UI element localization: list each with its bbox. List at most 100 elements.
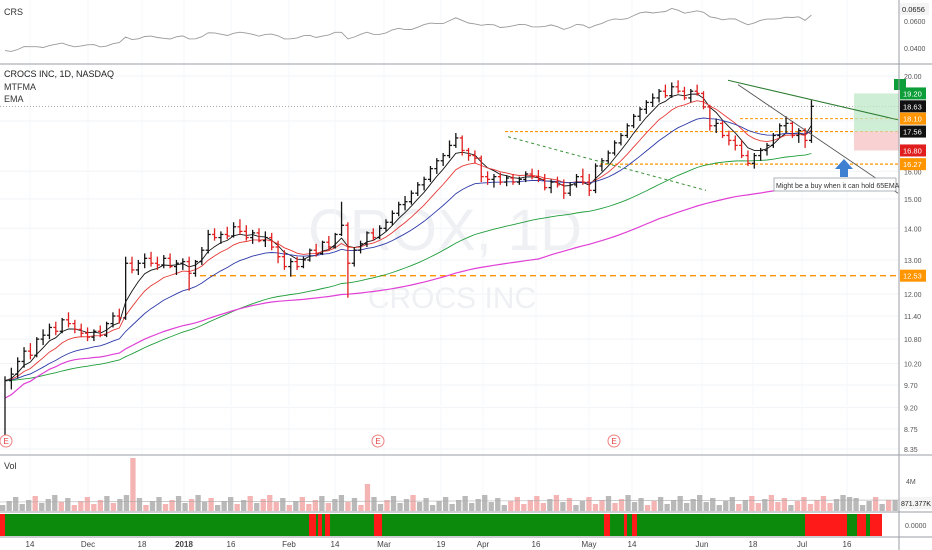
candle bbox=[707, 104, 713, 131]
price-label-badge: 17.56 bbox=[900, 125, 926, 138]
candle bbox=[148, 251, 154, 267]
volume-bar bbox=[618, 499, 625, 511]
earnings-marker[interactable]: E bbox=[607, 434, 621, 448]
candle bbox=[491, 173, 497, 188]
time-tick-label: Jul bbox=[797, 540, 807, 549]
candle bbox=[396, 201, 402, 217]
trend-strip-panel: 0.0000 bbox=[0, 514, 927, 536]
candle bbox=[427, 165, 433, 183]
volume-bar bbox=[807, 504, 814, 511]
time-tick-label: 14 bbox=[628, 540, 637, 549]
note-text: Might be a buy when it can hold 65EMA bbox=[776, 183, 900, 190]
candle bbox=[637, 106, 643, 121]
volume-bar bbox=[286, 505, 292, 511]
earnings-marker[interactable]: E bbox=[371, 434, 385, 448]
volume-bar bbox=[377, 504, 384, 511]
volume-last-bg bbox=[900, 497, 932, 509]
volume-bar bbox=[384, 500, 390, 511]
price-label-bg bbox=[900, 125, 926, 138]
trend-line bbox=[727, 79, 899, 121]
volume-bar bbox=[358, 505, 364, 511]
candle bbox=[440, 153, 446, 166]
trend-strip-segment bbox=[604, 514, 610, 536]
candle bbox=[516, 176, 522, 185]
volume-bar bbox=[729, 497, 735, 511]
volume-bar bbox=[768, 495, 775, 511]
trend-strip-bg bbox=[0, 514, 881, 536]
volume-bar bbox=[195, 495, 201, 511]
candle bbox=[631, 113, 637, 129]
price-tick-label: 10.20 bbox=[904, 362, 922, 369]
volume-bar bbox=[736, 504, 742, 511]
candle bbox=[643, 100, 649, 114]
volume-bar bbox=[710, 498, 716, 511]
price-label-badge: 18.10 bbox=[900, 112, 926, 125]
trend-strip-segment bbox=[309, 514, 316, 536]
price-label-bg bbox=[900, 144, 926, 157]
volume-bar bbox=[273, 502, 279, 511]
volume-bar bbox=[820, 496, 827, 511]
volume-bar bbox=[566, 498, 573, 511]
candle bbox=[8, 367, 14, 390]
candle bbox=[173, 259, 179, 276]
strip-tick-label: 0.0000 bbox=[905, 523, 927, 530]
candle bbox=[574, 173, 579, 188]
volume-bar bbox=[508, 501, 514, 511]
note-callout[interactable]: Might be a buy when it can hold 65EMA bbox=[773, 177, 900, 192]
candle bbox=[243, 225, 249, 241]
candle bbox=[764, 142, 770, 156]
svg-text:E: E bbox=[375, 437, 380, 446]
candle bbox=[34, 337, 40, 358]
candle bbox=[580, 168, 586, 185]
price-label-badge: 16.80 bbox=[900, 144, 926, 157]
candle bbox=[21, 347, 27, 368]
position-zone bbox=[854, 93, 899, 151]
svg-text:E: E bbox=[3, 437, 8, 446]
candle bbox=[154, 256, 160, 270]
volume-bar bbox=[149, 501, 156, 511]
volume-label: Vol bbox=[4, 461, 17, 471]
watermark-ticker: CROX, 1D bbox=[308, 198, 582, 263]
candle bbox=[326, 236, 332, 251]
candle bbox=[472, 150, 478, 164]
volume-bar bbox=[299, 497, 305, 511]
volume-bar bbox=[39, 503, 45, 511]
candle bbox=[212, 228, 218, 241]
earnings-marker[interactable]: E bbox=[0, 434, 13, 448]
volume-bar bbox=[78, 501, 84, 511]
time-tick-label: Apr bbox=[477, 540, 490, 549]
price-tick-label: 16.00 bbox=[904, 169, 922, 176]
candle bbox=[504, 175, 510, 187]
candle bbox=[142, 253, 148, 269]
candle bbox=[281, 250, 287, 270]
candle bbox=[123, 256, 129, 320]
volume-bar bbox=[241, 500, 247, 511]
candle bbox=[218, 231, 224, 244]
volume-bar bbox=[456, 500, 462, 511]
volume-bar bbox=[162, 504, 169, 511]
volume-bar bbox=[390, 496, 397, 511]
volume-bar bbox=[416, 502, 423, 511]
price-label-text: 16.27 bbox=[903, 160, 922, 169]
volume-bar bbox=[651, 501, 657, 511]
volume-bar bbox=[6, 501, 12, 511]
trend-strip-segment bbox=[374, 514, 382, 536]
candle bbox=[802, 128, 808, 148]
candle bbox=[78, 323, 84, 338]
candle bbox=[523, 171, 529, 183]
volume-bar bbox=[833, 499, 840, 511]
price-tick-label: 12.00 bbox=[904, 292, 922, 299]
trend-strip-segment bbox=[870, 514, 881, 536]
candle bbox=[313, 243, 319, 257]
candle bbox=[783, 116, 789, 134]
time-tick-label: Jun bbox=[696, 540, 709, 549]
candle bbox=[294, 256, 300, 270]
volume-bar bbox=[462, 496, 468, 511]
time-axis[interactable]: 14 Dec 18 2018 16 Feb 14 Mar 19 Apr 16 May 14 Jun 18 Ju… bbox=[26, 540, 852, 549]
volume-bar bbox=[482, 495, 488, 511]
volume-bar bbox=[560, 502, 566, 511]
price-axis[interactable]: 20.0018.0016.0015.0014.0013.0012.0011.40… bbox=[894, 74, 926, 454]
volume-bar bbox=[690, 499, 696, 511]
volume-bar bbox=[501, 505, 507, 511]
volume-bar bbox=[657, 497, 664, 511]
